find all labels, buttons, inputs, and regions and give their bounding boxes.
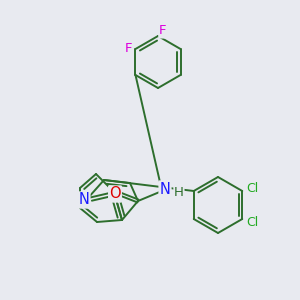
Text: O: O xyxy=(109,187,121,202)
Text: H: H xyxy=(174,185,184,199)
Text: Cl: Cl xyxy=(246,182,258,196)
Text: Cl: Cl xyxy=(246,215,258,229)
Text: N: N xyxy=(160,182,170,196)
Text: F: F xyxy=(125,43,132,56)
Text: N: N xyxy=(79,193,89,208)
Text: F: F xyxy=(159,25,167,38)
